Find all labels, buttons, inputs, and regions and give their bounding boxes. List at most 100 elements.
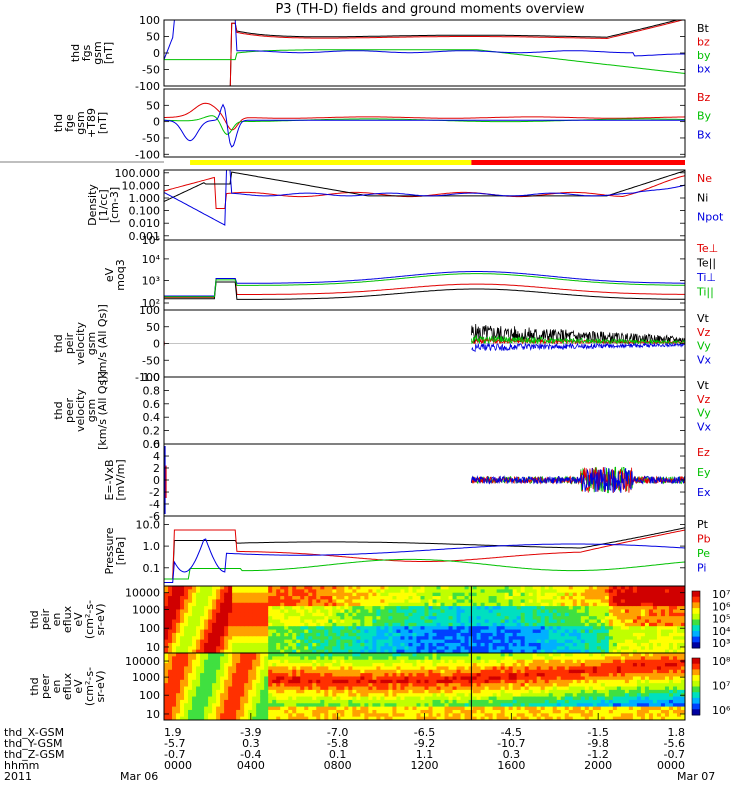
peer_eflux-cell bbox=[168, 699, 173, 704]
peir_eflux-cell bbox=[532, 626, 538, 631]
peir_eflux-cell bbox=[492, 619, 498, 624]
peer_eflux-cell bbox=[560, 699, 566, 704]
peir_eflux-cell bbox=[380, 646, 386, 651]
peir_eflux-cell bbox=[312, 592, 317, 597]
peir_eflux-cell bbox=[576, 629, 582, 634]
peir_eflux-cell bbox=[180, 622, 185, 627]
peer_eflux-cell bbox=[464, 666, 470, 671]
peir_eflux-cell bbox=[628, 649, 634, 653]
peir_eflux-cell bbox=[244, 609, 249, 614]
peir_eflux-cell bbox=[320, 589, 325, 594]
peer_eflux-cell bbox=[308, 716, 313, 720]
peir_eflux-cell bbox=[260, 589, 265, 594]
peer_eflux-cell bbox=[584, 656, 590, 661]
peir_eflux-cell bbox=[224, 649, 229, 653]
pressure-ylabel-line: Pressure bbox=[103, 527, 116, 574]
peir_eflux-cell bbox=[520, 616, 526, 621]
peer_eflux-cell bbox=[296, 683, 301, 688]
peir_eflux-cell bbox=[516, 619, 522, 624]
peir_eflux-cell bbox=[576, 639, 582, 644]
peer_eflux-cell bbox=[300, 669, 305, 674]
peer_eflux-cell bbox=[212, 703, 217, 708]
peir_eflux-cell bbox=[504, 629, 510, 634]
peer_eflux-cell bbox=[564, 669, 570, 674]
peer_eflux-cell bbox=[180, 679, 185, 684]
peir_eflux-cell bbox=[380, 636, 386, 641]
peer_eflux-cell bbox=[392, 666, 398, 671]
peir_eflux-cell bbox=[532, 602, 538, 607]
peir_eflux-cell bbox=[268, 639, 273, 644]
peir_eflux-ylabel-line: en bbox=[50, 613, 63, 627]
peir_eflux-cell bbox=[180, 636, 185, 641]
peir_eflux-cell bbox=[248, 606, 253, 611]
peer_eflux-cell bbox=[548, 656, 554, 661]
peir_eflux-cell bbox=[256, 632, 261, 637]
peir_eflux-cell bbox=[672, 592, 678, 597]
peer_eflux-cell bbox=[200, 653, 205, 657]
peir_eflux-cell bbox=[264, 599, 269, 604]
peer_eflux-cell bbox=[536, 669, 542, 674]
peer_eflux-cell bbox=[544, 699, 550, 704]
peer_eflux-cell bbox=[212, 663, 217, 667]
peir_eflux-cell bbox=[584, 612, 590, 617]
peer_eflux-cell bbox=[380, 683, 386, 688]
peir_eflux-cell bbox=[532, 596, 538, 600]
peer_eflux-cell bbox=[284, 683, 289, 688]
peir_eflux-cell bbox=[408, 592, 414, 597]
peir_vel-ytick-label: 0 bbox=[153, 338, 160, 351]
peer_eflux-cell bbox=[364, 686, 369, 691]
peir_eflux-cell bbox=[604, 592, 610, 597]
peer_eflux-cell bbox=[420, 696, 426, 701]
peir_eflux-cell bbox=[388, 609, 394, 614]
peer_eflux-cell bbox=[312, 709, 317, 714]
peir_eflux-cell bbox=[240, 592, 245, 597]
peer_eflux-cell bbox=[216, 693, 221, 698]
peer_eflux-cell bbox=[284, 716, 289, 720]
peer_eflux-cell bbox=[240, 656, 245, 661]
peir_eflux-cell bbox=[212, 629, 217, 634]
peir_eflux-cell bbox=[432, 606, 438, 611]
peir_eflux-cell bbox=[240, 622, 245, 627]
temp-series-Te_par bbox=[164, 281, 685, 300]
peir_eflux-cell bbox=[260, 612, 265, 617]
peer_eflux-cell bbox=[460, 693, 466, 698]
peer_eflux-cell bbox=[552, 713, 558, 718]
peer_eflux-cell bbox=[188, 669, 193, 674]
peir_eflux-cell bbox=[364, 599, 369, 604]
peer_eflux-cell bbox=[408, 663, 414, 667]
peer_eflux-cell bbox=[264, 699, 269, 704]
peir_eflux-cell bbox=[424, 592, 430, 597]
peer_eflux-cell bbox=[508, 659, 514, 664]
peir_eflux-cell bbox=[296, 642, 301, 647]
peer_eflux-cell bbox=[436, 659, 442, 664]
peer_eflux-cell bbox=[440, 683, 446, 688]
peir_eflux-cell bbox=[472, 602, 478, 607]
peir_eflux-cell bbox=[456, 589, 462, 594]
peir_eflux-cell bbox=[584, 639, 590, 644]
peir_eflux-cell bbox=[212, 592, 217, 597]
peer_eflux-cell bbox=[344, 696, 349, 701]
peer_eflux-cell bbox=[356, 689, 361, 694]
peer_eflux-cell bbox=[560, 673, 566, 678]
peer_eflux-cell bbox=[176, 653, 181, 657]
peir_eflux-cell bbox=[376, 636, 382, 641]
peer_eflux-cell bbox=[360, 653, 365, 657]
peir_eflux-cell bbox=[456, 612, 462, 617]
peir_eflux-cell bbox=[508, 606, 514, 611]
peir_eflux-cell bbox=[284, 619, 289, 624]
peir_eflux-cell bbox=[300, 646, 305, 651]
peir_eflux-cell bbox=[312, 629, 317, 634]
peer_eflux-cell bbox=[328, 679, 333, 684]
peer_eflux-cell bbox=[192, 656, 197, 661]
peir_eflux-cell bbox=[344, 609, 349, 614]
peer_eflux-cell bbox=[580, 676, 586, 681]
peer_eflux-cell bbox=[508, 706, 514, 711]
peer_eflux-cell bbox=[544, 679, 550, 684]
peir_eflux-cell bbox=[196, 622, 201, 627]
peir_eflux-cell bbox=[608, 606, 614, 611]
peer_eflux-cell bbox=[400, 683, 406, 688]
peir_eflux-cell bbox=[520, 632, 526, 637]
peer_eflux-cell bbox=[428, 699, 434, 704]
peer_eflux-cell bbox=[416, 659, 422, 664]
peer_eflux-cell bbox=[428, 653, 434, 657]
